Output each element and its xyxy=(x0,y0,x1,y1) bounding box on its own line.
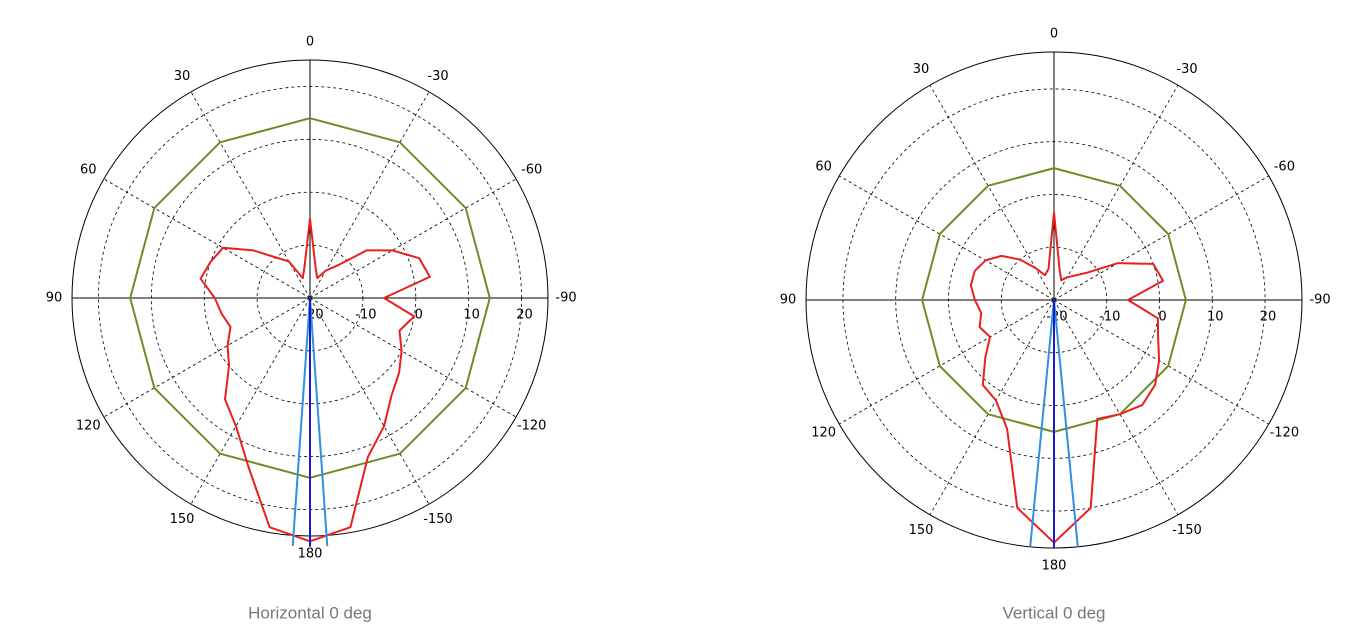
r-tick-label: -10 xyxy=(355,308,376,323)
theta-tick-label: 180 xyxy=(1042,559,1067,574)
theta-tick-label: 60 xyxy=(815,160,832,175)
chart-title: Horizontal 0 deg xyxy=(248,603,372,622)
r-tick-label: 20 xyxy=(516,308,533,323)
grid-spoke xyxy=(929,299,1055,515)
theta-tick-label: 30 xyxy=(174,69,191,84)
r-tick-label: 10 xyxy=(1207,310,1224,325)
theta-tick-label: -90 xyxy=(555,291,576,306)
theta-tick-label: -90 xyxy=(1309,293,1330,308)
theta-tick-label: 90 xyxy=(46,291,63,306)
theta-tick-label: -150 xyxy=(1172,523,1202,538)
grid-spoke xyxy=(309,297,430,505)
grid-spoke xyxy=(190,297,311,505)
theta-tick-label: 0 xyxy=(306,35,314,50)
theta-tick-label: -120 xyxy=(1270,426,1300,441)
r-tick-label: -10 xyxy=(1099,310,1120,325)
theta-tick-label: -30 xyxy=(1176,62,1197,77)
theta-tick-label: 180 xyxy=(298,547,323,562)
r-tick-label: 0 xyxy=(415,308,423,323)
r-tick-label: 0 xyxy=(1158,310,1166,325)
theta-tick-label: 120 xyxy=(811,426,836,441)
grid-spoke xyxy=(103,297,311,418)
r-tick-label: 10 xyxy=(463,308,480,323)
theta-tick-label: -60 xyxy=(1274,160,1295,175)
theta-tick-label: 150 xyxy=(170,512,195,527)
theta-tick-label: 30 xyxy=(913,62,930,77)
series-line xyxy=(199,217,431,543)
theta-tick-label: 0 xyxy=(1050,27,1058,42)
grid-spoke xyxy=(309,297,517,418)
r-tick-label: -20 xyxy=(302,308,323,323)
grid-spoke xyxy=(309,91,430,299)
theta-tick-label: 150 xyxy=(909,523,934,538)
theta-tick-label: 60 xyxy=(80,163,97,178)
grid-spoke xyxy=(929,85,1055,301)
chart-title: Vertical 0 deg xyxy=(1002,603,1105,622)
grid-spoke xyxy=(1053,299,1179,515)
grid-spoke xyxy=(839,175,1055,301)
grid-spoke xyxy=(103,178,311,299)
grid-spoke xyxy=(309,178,517,299)
theta-tick-label: -120 xyxy=(517,419,547,434)
grid-spoke xyxy=(1053,299,1269,425)
theta-tick-label: 120 xyxy=(76,419,101,434)
theta-tick-label: -60 xyxy=(521,163,542,178)
grid-spoke xyxy=(1053,85,1179,301)
r-tick-label: 20 xyxy=(1260,310,1277,325)
grid-spoke xyxy=(1053,175,1269,301)
grid-spoke xyxy=(190,91,311,299)
theta-tick-label: -150 xyxy=(423,512,453,527)
theta-tick-label: 90 xyxy=(780,293,797,308)
grid-spoke xyxy=(839,299,1055,425)
series-line xyxy=(969,211,1165,544)
theta-tick-label: -30 xyxy=(427,69,448,84)
